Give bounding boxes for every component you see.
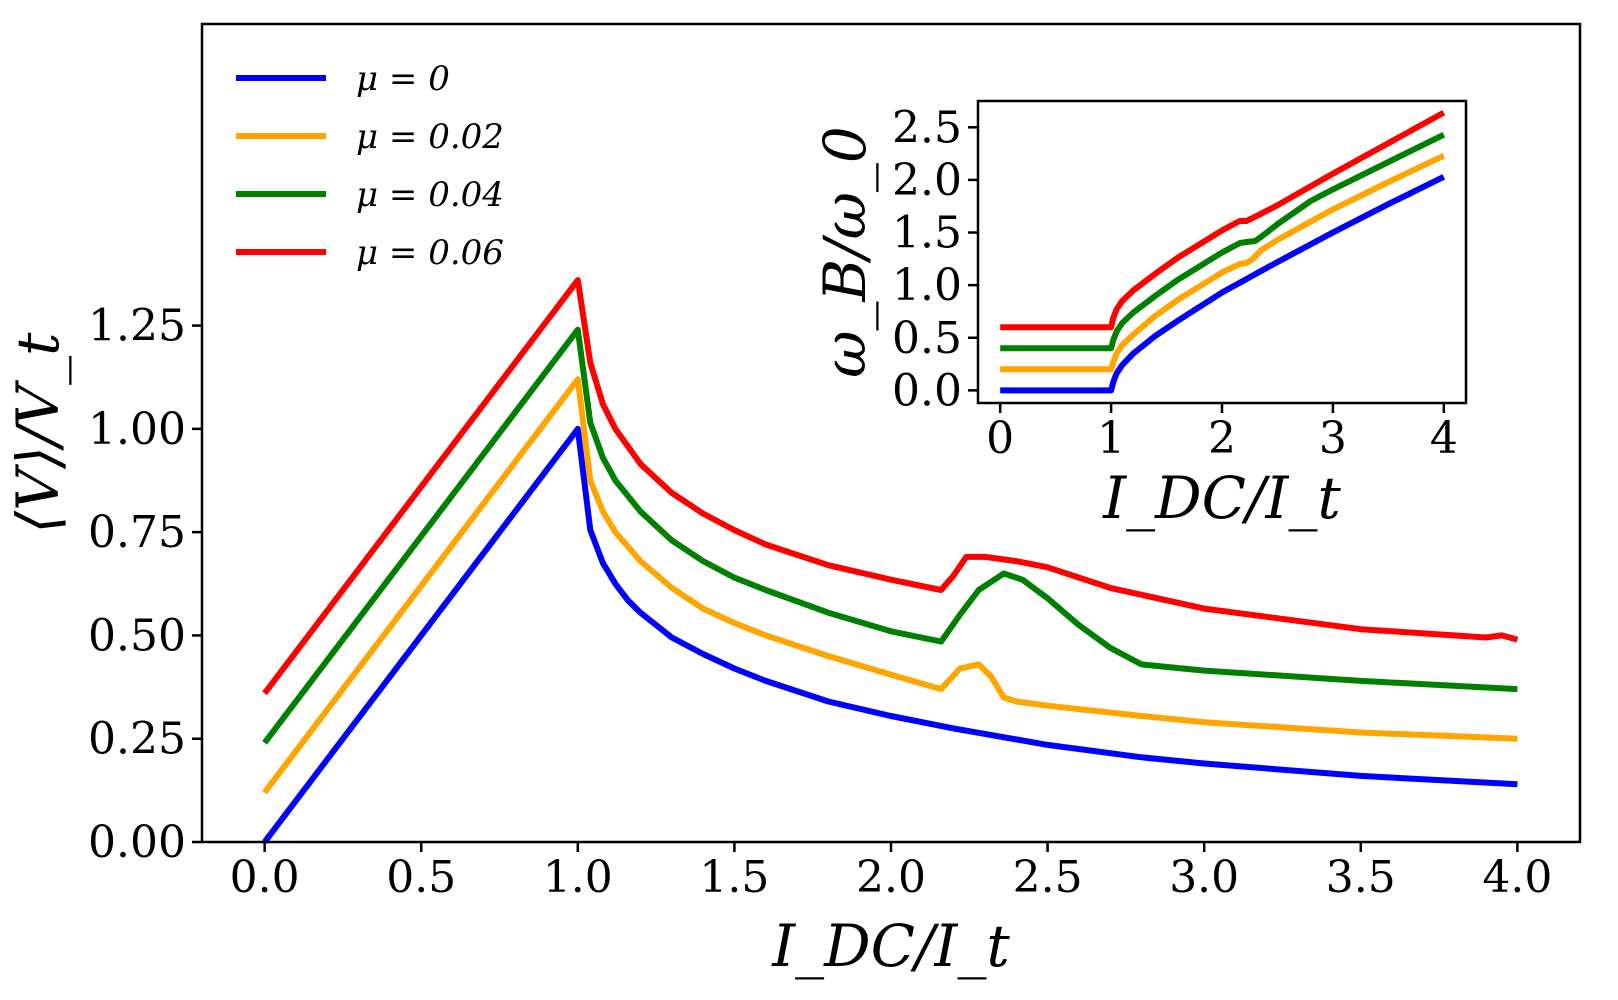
inset-x-axis: 0 1 2 3 4 <box>986 403 1458 464</box>
inset-x-tick-label: 3 <box>1319 413 1347 464</box>
main-x-tick-label: 0.5 <box>386 852 456 903</box>
main-x-tick-label: 0.0 <box>230 852 300 903</box>
main-series-line-0 <box>262 425 1518 844</box>
legend-label-mu-0: μ = 0 <box>356 59 450 99</box>
main-x-axis-label: I_DC/I_t <box>771 912 1010 980</box>
main-x-tick-label: 2.5 <box>1013 852 1083 903</box>
main-y-axis-label: ⟨V⟩/V_t <box>4 332 72 534</box>
inset-y-axis-label: ω_B/ω_0 <box>811 126 879 378</box>
main-y-tick-label: 0.50 <box>88 610 186 661</box>
inset-x-tick-label: 2 <box>1208 413 1236 464</box>
inset-x-tick-label: 0 <box>986 413 1014 464</box>
inset-y-tick-label: 1.5 <box>892 208 962 259</box>
main-series-group <box>262 277 1519 844</box>
main-series-line-0.04 <box>262 326 1518 745</box>
inset-x-tick-label: 4 <box>1430 413 1458 464</box>
main-y-tick-label: 1.25 <box>88 301 186 352</box>
inset-series-line-0.02 <box>1000 152 1446 373</box>
legend-label-mu-0.04: μ = 0.04 <box>356 175 504 215</box>
main-y-tick-label: 0.75 <box>88 507 186 558</box>
main-x-tick-label: 2.0 <box>856 852 926 903</box>
main-y-tick-label: 0.25 <box>88 714 186 765</box>
inset-plot: 0 1 2 3 4 0.00.51.01.52.02.5 I_DC/I_t ω_B/ω_… <box>811 99 1468 532</box>
main-y-axis: 0.00 0.25 0.50 0.75 1.00 1.25 <box>88 301 202 868</box>
main-y-tick-label: 1.00 <box>88 404 186 455</box>
main-x-tick-label: 4.0 <box>1482 852 1552 903</box>
inset-y-axis: 0.00.51.01.52.02.5 <box>892 102 978 416</box>
legend: μ = 0 μ = 0.02 μ = 0.04 μ = 0.06 <box>236 59 504 273</box>
inset-y-tick-label: 0.0 <box>892 365 962 416</box>
main-series-line-0.06 <box>262 277 1519 696</box>
main-x-tick-label: 1.5 <box>699 852 769 903</box>
inset-series-line-0.06 <box>1000 109 1446 331</box>
main-x-tick-label: 3.5 <box>1326 852 1396 903</box>
inset-y-tick-label: 2.0 <box>892 155 962 206</box>
inset-series-line-0.04 <box>1000 132 1446 352</box>
inset-x-tick-label: 1 <box>1097 413 1125 464</box>
main-x-tick-label: 3.0 <box>1169 852 1239 903</box>
legend-label-mu-0.02: μ = 0.02 <box>356 117 504 157</box>
inset-x-axis-label: I_DC/I_t <box>1102 464 1341 532</box>
inset-y-tick-label: 1.0 <box>892 260 962 311</box>
inset-series-line-0 <box>1000 174 1446 394</box>
main-plot: 0.0 0.5 1.0 1.5 2.0 2.5 3.0 3.5 4.0 0.000.250.50… <box>4 22 1582 980</box>
inset-y-tick-label: 0.5 <box>892 313 962 364</box>
main-series-line-0.02 <box>262 376 1518 795</box>
main-x-tick-label: 1.0 <box>543 852 613 903</box>
main-x-axis: 0.0 0.5 1.0 1.5 2.0 2.5 3.0 3.5 4.0 <box>230 842 1552 903</box>
inset-y-tick-label: 2.5 <box>892 102 962 153</box>
legend-label-mu-0.06: μ = 0.06 <box>356 233 504 273</box>
main-y-tick-label: 0.00 <box>88 817 186 868</box>
inset-series-group <box>1000 109 1446 394</box>
